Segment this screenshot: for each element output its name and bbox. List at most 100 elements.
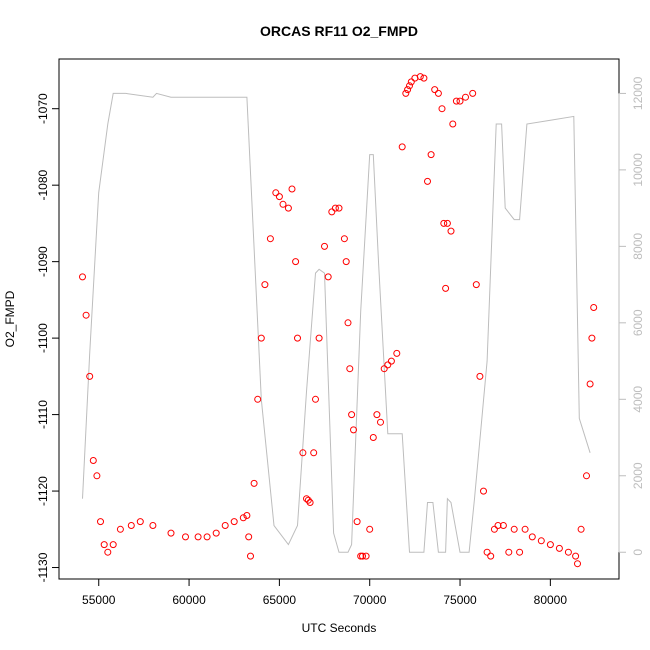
o2-point	[462, 93, 469, 101]
o2-point	[406, 82, 413, 90]
o2-point	[359, 552, 366, 560]
x-tick-label: 75000	[443, 593, 477, 607]
o2-point	[136, 518, 144, 526]
y-tick-label: -1110	[36, 400, 50, 429]
o2-point	[387, 357, 395, 365]
o2-point	[472, 281, 480, 289]
o2-point	[93, 472, 101, 480]
o2-point	[438, 105, 446, 113]
o2-point	[476, 372, 484, 380]
o2-point	[254, 395, 262, 403]
o2-point	[546, 541, 554, 549]
x-tick-label: 70000	[353, 593, 387, 607]
o2-point	[384, 361, 392, 369]
o2-point	[182, 533, 189, 541]
o2-point	[257, 334, 265, 342]
y-tick-label: -1080	[36, 170, 50, 201]
o2-point	[424, 177, 431, 185]
o2-point	[243, 512, 251, 519]
o2-point	[310, 449, 318, 457]
y-tick-label: -1070	[36, 93, 50, 124]
o2-point	[346, 365, 354, 373]
o2-point	[272, 189, 280, 197]
o2-point	[303, 495, 310, 503]
o2-point	[247, 552, 254, 560]
o2-point	[537, 537, 545, 545]
o2-point	[324, 273, 332, 281]
o2-point	[275, 193, 283, 201]
o2-point	[109, 541, 117, 549]
o2-point	[261, 281, 269, 289]
o2-point	[443, 219, 451, 227]
altitude-series	[82, 92, 591, 553]
o2-point	[350, 426, 357, 434]
o2-point	[516, 548, 524, 556]
o2-point	[127, 522, 135, 529]
o2-point	[294, 334, 301, 342]
o2-point	[586, 380, 594, 388]
o2-point	[335, 204, 343, 212]
o2-point	[79, 273, 86, 281]
o2-point	[447, 227, 455, 235]
o2-point	[288, 185, 296, 193]
o2-point	[499, 522, 507, 529]
o2-point	[480, 487, 487, 495]
o2-point	[398, 143, 406, 151]
y2-tick-label: 10000	[631, 153, 645, 187]
o2-point	[167, 529, 175, 537]
o2-point	[590, 304, 598, 311]
o2-point	[373, 411, 381, 419]
o2-point	[86, 372, 94, 380]
o2-point	[487, 552, 495, 560]
o2-point	[490, 525, 498, 533]
o2-point	[449, 120, 457, 128]
o2-point	[574, 560, 581, 568]
o2-point	[304, 496, 312, 504]
o2-point	[407, 78, 415, 86]
o2-point	[299, 449, 307, 457]
o2-point	[348, 411, 356, 419]
plot-frame	[58, 58, 620, 580]
o2-point	[149, 522, 157, 529]
o2-point	[342, 258, 350, 266]
x-tick-label: 60000	[172, 593, 206, 607]
o2-point	[331, 204, 339, 212]
y-tick-label: -1120	[36, 476, 50, 506]
o2-point	[362, 552, 370, 560]
y2-tick-label: 8000	[631, 233, 645, 260]
y-tick-label: -1130	[36, 552, 50, 582]
o2-point	[577, 525, 585, 533]
o2-point	[440, 219, 448, 227]
x-tick-label: 80000	[534, 593, 568, 607]
o2-point	[82, 311, 90, 319]
y-axis-label: O2_FMPD	[3, 290, 17, 347]
o2-point	[292, 258, 300, 266]
o2-point	[315, 334, 323, 342]
o2-point	[221, 522, 229, 529]
o2-point	[100, 541, 108, 549]
o2-point	[555, 544, 563, 552]
o2-point	[583, 472, 590, 480]
o2-point	[245, 533, 253, 541]
y2-tick-label: 4000	[631, 386, 645, 413]
o2-point	[404, 86, 412, 94]
y-axis-right: 0 2000 4000 6000 8000 10000 12000	[618, 76, 645, 556]
o2-point	[366, 525, 374, 533]
o2-point	[528, 533, 536, 541]
x-tick-label: 55000	[82, 593, 116, 607]
o2-point	[239, 514, 247, 522]
o2-point	[494, 522, 502, 529]
o2-point	[203, 533, 211, 541]
o2-point	[572, 552, 580, 560]
o2-point	[97, 518, 104, 526]
o2-point	[306, 499, 314, 506]
o2-point	[380, 365, 388, 373]
o2-point	[402, 89, 410, 97]
y2-tick-label: 0	[631, 549, 645, 556]
o2-point	[442, 284, 450, 292]
o2-point	[321, 242, 328, 250]
y-tick-label: -1090	[36, 246, 50, 277]
altitude-line	[82, 92, 591, 553]
o2-point	[452, 97, 460, 105]
